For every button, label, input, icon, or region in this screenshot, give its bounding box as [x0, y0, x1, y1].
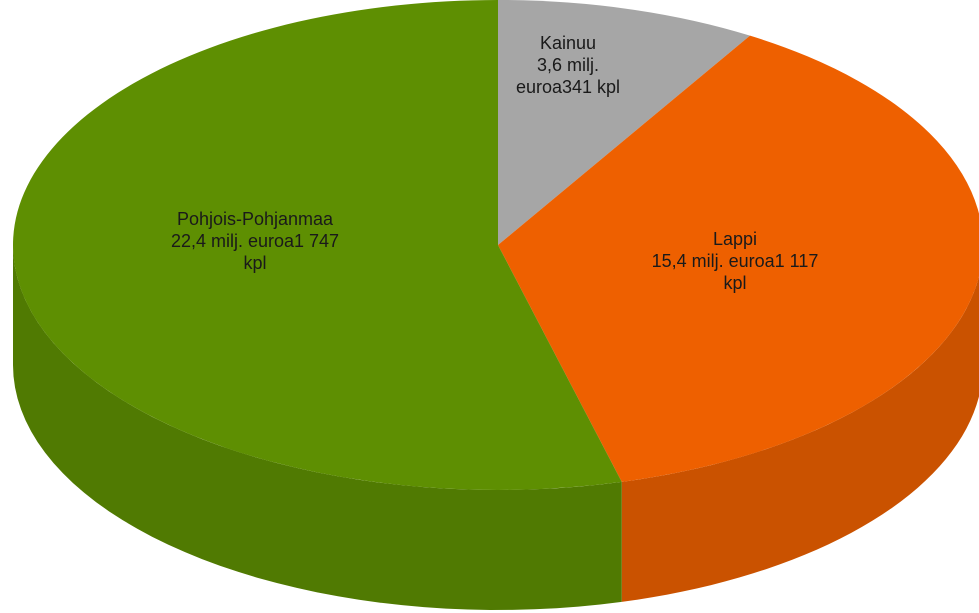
slice	[12, 0, 622, 610]
data-label: Pohjois-Pohjanmaa 22,4 milj. euroa1 747 k…	[170, 208, 340, 274]
category-label: Lappi	[712, 229, 758, 249]
category-label: Pohjois-Pohjanmaa	[176, 209, 334, 229]
data-label: Lappi 15,4 milj. euroa1 117 kpl	[650, 228, 820, 294]
slice-side	[621, 276, 979, 602]
value-label: 15,4 milj. euroa1 117 kpl	[651, 251, 819, 293]
value-label: 3,6 milj. euroa341 kpl	[515, 55, 621, 97]
slice	[498, 35, 979, 602]
slice-top	[498, 35, 979, 482]
category-label: Kainuu	[539, 33, 597, 53]
slice	[498, 0, 750, 245]
slice-top	[498, 0, 750, 245]
value-label: 22,4 milj. euroa1 747 kpl	[170, 231, 340, 273]
slice-side	[13, 245, 622, 610]
data-label: Kainuu 3,6 milj. euroa341 kpl	[503, 32, 633, 98]
slice-top	[12, 0, 622, 491]
